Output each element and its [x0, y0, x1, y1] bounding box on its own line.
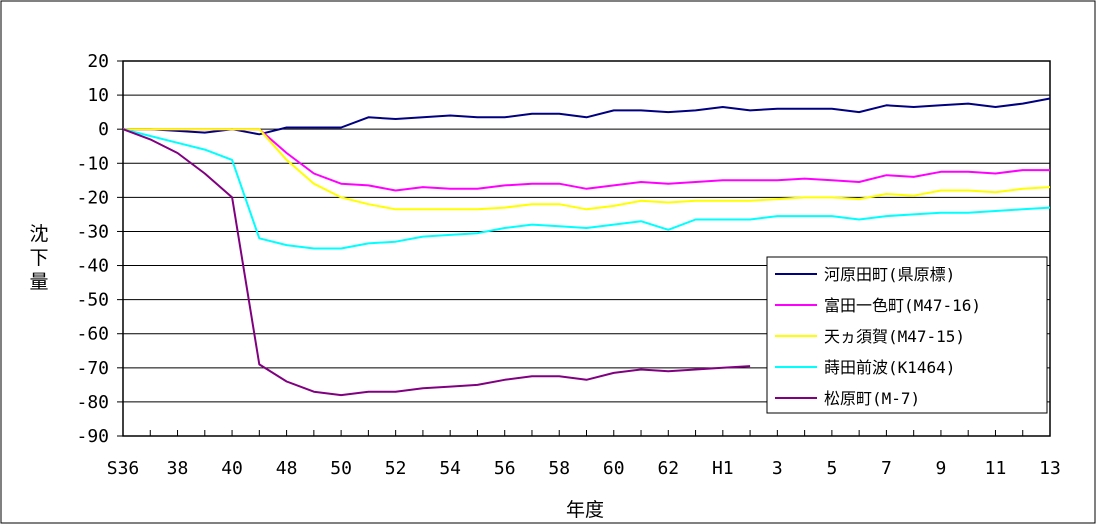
- legend-label: 蒔田前波(K1464): [824, 358, 955, 377]
- y-tick-label: -60: [76, 324, 109, 345]
- series-line: [122, 128, 1051, 250]
- x-tick-label: 13: [1039, 458, 1061, 479]
- series-line: [123, 128, 1051, 211]
- y-tick-label: -90: [76, 426, 109, 447]
- legend: 河原田町(県原標) 富田一色町(M47-16) 天ヵ須賀(M47-15) 蒔田前波(K…: [766, 256, 1048, 414]
- y-tick-label: -30: [76, 221, 109, 242]
- y-tick-label: -20: [76, 187, 109, 208]
- x-axis-title: 年度: [566, 499, 604, 521]
- legend-label: 天ヵ須賀(M47-15): [824, 327, 965, 346]
- x-tick-label: 11: [985, 458, 1007, 479]
- x-tick-label: 58: [548, 458, 570, 479]
- x-tick-label: 38: [167, 458, 189, 479]
- x-tick-label: 50: [330, 458, 352, 479]
- x-tick-label: 48: [276, 458, 298, 479]
- y-tick-label: -10: [76, 153, 109, 174]
- legend-label: 河原田町(県原標): [824, 265, 955, 284]
- y-tick-label: -40: [76, 256, 109, 277]
- y-axis-ticks: 20 10 0 -10 -20 -30 -40 -50 -60 -70 -80 -90: [76, 51, 123, 447]
- y-tick-label: 0: [98, 119, 109, 140]
- x-tick-label: 9: [936, 458, 947, 479]
- x-tick-label: 3: [772, 458, 783, 479]
- x-tick-label: 60: [603, 458, 625, 479]
- x-tick-label: S36: [107, 458, 140, 479]
- y-axis-title: 沈下量: [29, 223, 48, 293]
- x-tick-label: 5: [826, 458, 837, 479]
- x-tick-label: 7: [881, 458, 892, 479]
- legend-label: 富田一色町(M47-16): [824, 296, 981, 315]
- y-tick-label: -80: [76, 392, 109, 413]
- y-tick-label: -70: [76, 358, 109, 379]
- y-tick-label: 20: [87, 51, 109, 72]
- x-tick-label: 54: [439, 458, 461, 479]
- legend-label: 松原町(M-7): [824, 389, 920, 408]
- series-line: [123, 97, 1051, 136]
- series-lines: [122, 97, 1051, 397]
- x-axis-ticks: S36 38 40 48 50 52 54 56 58 60 62 H1 3 5 7 9 11 13: [107, 430, 1061, 479]
- x-tick-label: 52: [385, 458, 407, 479]
- series-line: [122, 128, 751, 397]
- series-line: [123, 128, 1050, 192]
- y-tick-label: -50: [76, 290, 109, 311]
- x-tick-label: 62: [657, 458, 679, 479]
- x-tick-label: H1: [712, 458, 734, 479]
- x-tick-label: 40: [221, 458, 243, 479]
- x-tick-label: 56: [494, 458, 516, 479]
- y-tick-label: 10: [87, 85, 109, 106]
- y-axis-title-text: 沈下量: [29, 223, 48, 293]
